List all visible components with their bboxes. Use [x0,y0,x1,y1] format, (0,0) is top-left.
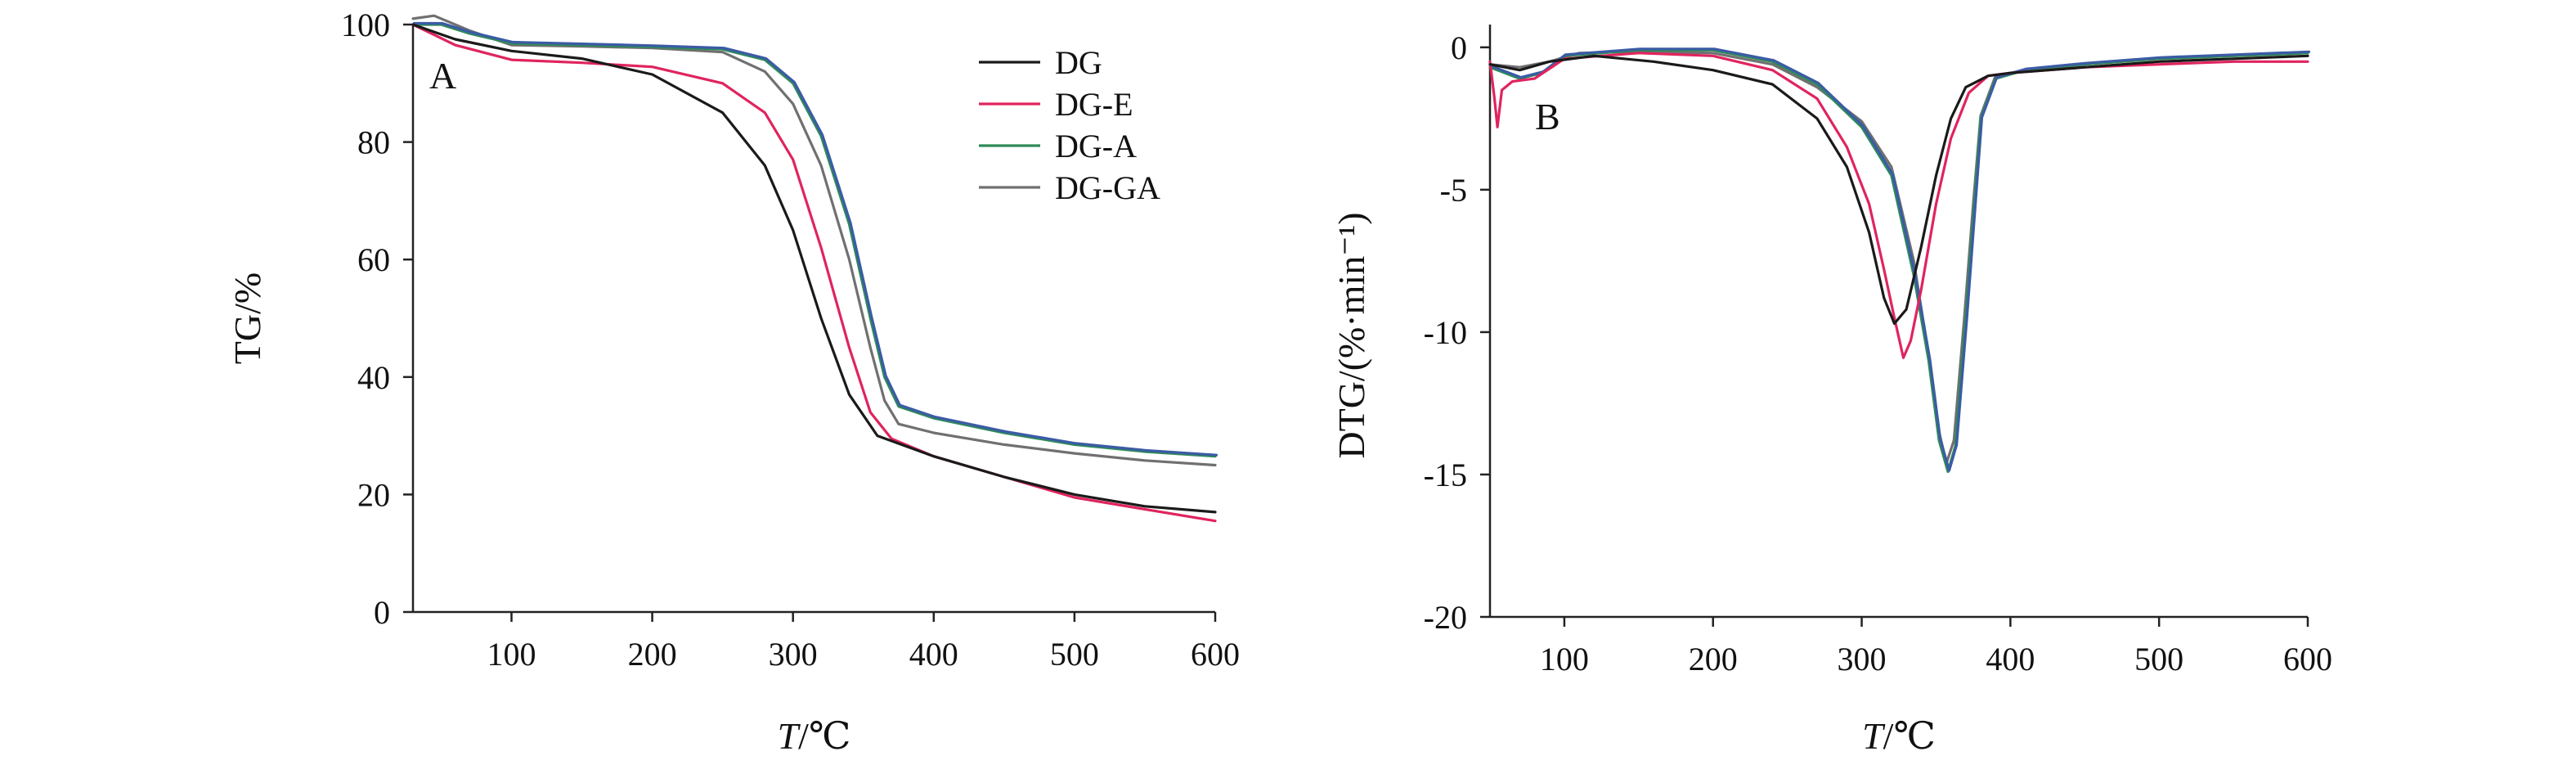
y-tick-label: 80 [357,124,390,161]
x-tick-label: 200 [628,636,677,673]
legend-label-dg-ga: DG-GA [1055,169,1160,206]
x-tick-label: 400 [1986,641,2035,677]
series-line-dg-a-overlay [1489,47,2311,472]
y-tick-label: 0 [374,594,390,631]
x-tick-label: 300 [1838,641,1887,677]
x-tick-label: 300 [769,636,818,673]
panel-letter: A [429,55,456,97]
x-tick-label: 500 [2134,641,2183,677]
y-axis-title: TG/% [227,272,268,364]
series-line-dg-ga [411,14,1217,467]
y-tick-label: 20 [357,476,390,513]
series-line-dg [1488,54,2309,326]
series-line-dg-a-overlay [412,21,1218,457]
legend-label-dg-e: DG-E [1055,86,1133,123]
x-tick-label: 600 [1191,636,1240,673]
x-tick-label: 400 [909,636,958,673]
x-tick-label: 200 [1689,641,1738,677]
y-tick-label: 100 [341,7,390,43]
x-axis-title: T/℃ [778,715,851,757]
y-axis-title: DTG/(%·min⁻¹) [1331,212,1372,458]
panel-b-dtg-chart: 100 200 300 400 500 600 -20 -15 -10 -5 0 T/℃ DTG/(%·… [1331,25,2332,757]
series-line-dg-a [1488,48,2309,474]
x-axis-title: T/℃ [1862,715,1936,757]
y-tick-label: 60 [357,241,390,278]
series-line-dg [411,23,1217,514]
x-tick-label: 600 [2283,641,2332,677]
x-tick-label: 100 [487,636,536,673]
x-tick-label: 500 [1050,636,1099,673]
legend-label-dg-a: DG-A [1055,128,1137,164]
panel-a-tg-chart: 100 200 300 400 500 600 0 20 40 60 80 100 T/℃ TG/% A [227,7,1240,757]
y-tick-label: 0 [1451,29,1467,66]
legend: DG DG-E DG-A DG-GA [979,44,1160,206]
y-tick-label: -5 [1440,172,1467,209]
series-line-dg-a [411,23,1217,458]
legend-label-dg: DG [1055,44,1102,81]
x-tick-label: 100 [1540,641,1589,677]
panel-letter: B [1535,96,1560,137]
y-tick-label: -20 [1424,599,1467,636]
series-line-dg-ga [1488,50,2309,465]
y-tick-label: -10 [1424,314,1467,351]
y-tick-label: -15 [1424,457,1467,493]
y-tick-label: 40 [357,359,390,396]
